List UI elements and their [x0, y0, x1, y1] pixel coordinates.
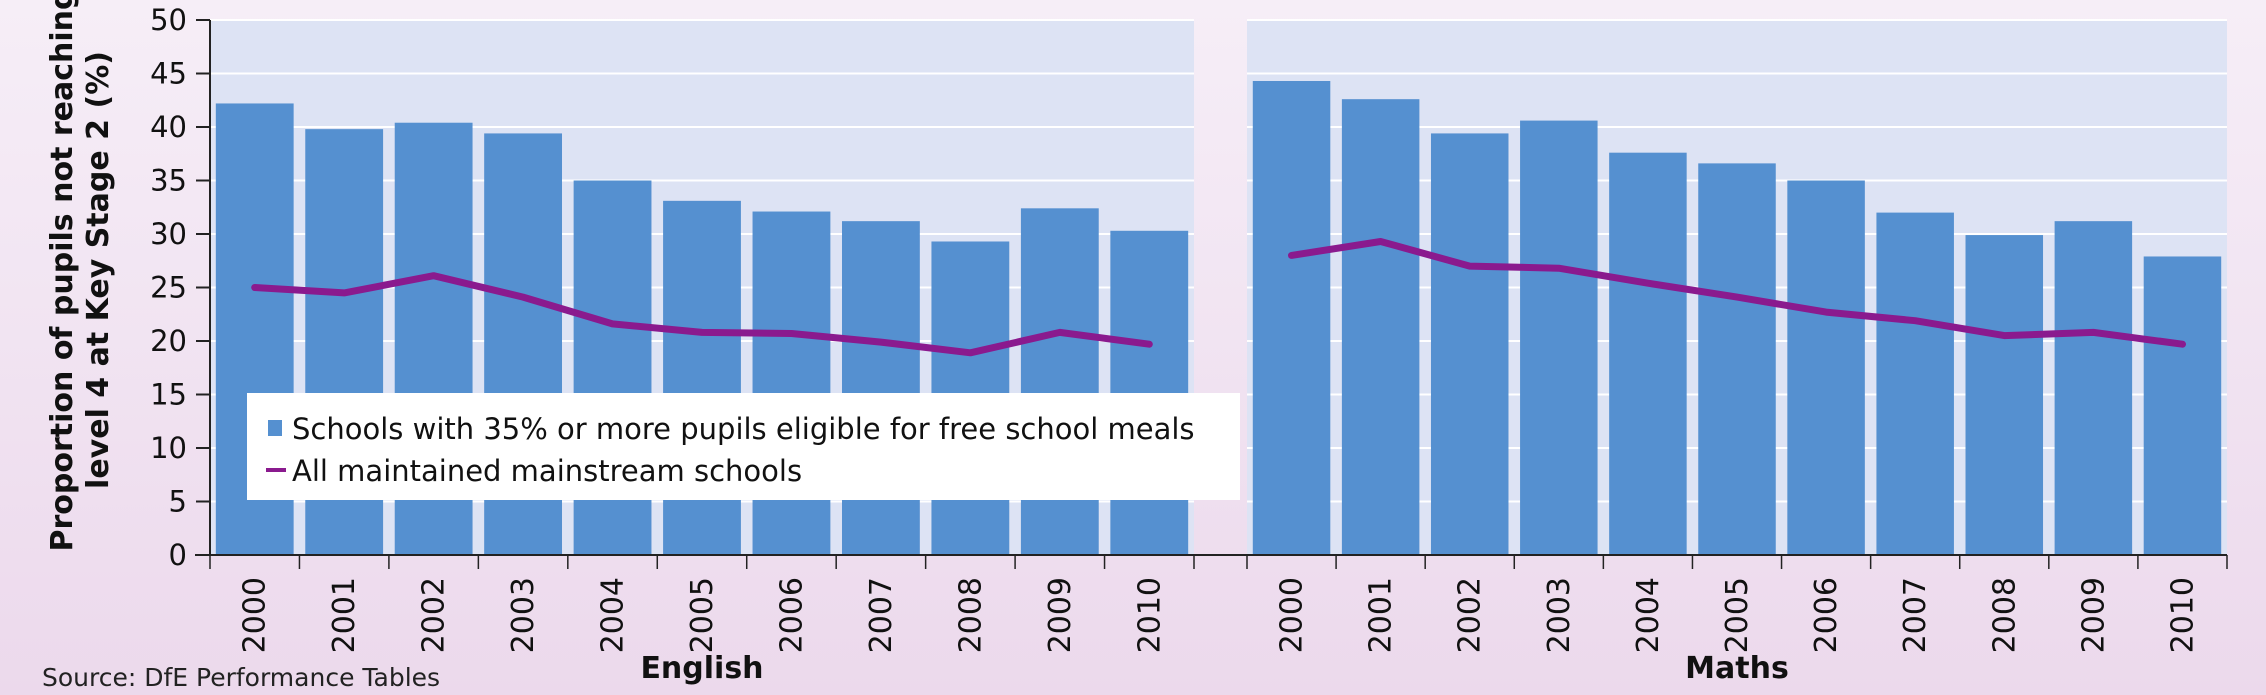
bar-english-2005	[663, 200, 741, 555]
x-tick-label: 2008	[953, 577, 988, 653]
legend-bar-swatch	[268, 420, 282, 436]
bar-maths-2008	[1965, 235, 2044, 555]
bar-english-2006	[752, 211, 831, 555]
x-tick-label: 2006	[1809, 577, 1844, 653]
x-tick-label: 2006	[775, 577, 810, 653]
x-tick-label: 2002	[1453, 577, 1488, 653]
x-tick-label: 2009	[2076, 577, 2111, 653]
x-axis-label: Maths	[1685, 651, 1789, 686]
x-axis-label: English	[640, 651, 763, 686]
bar-maths-2001	[1341, 99, 1420, 556]
bar-maths-2009	[2054, 221, 2133, 555]
legend-box	[247, 393, 1240, 500]
x-tick-label: 2002	[417, 577, 452, 653]
bar-english-2010	[1110, 230, 1189, 556]
x-tick-label: 2007	[864, 577, 899, 653]
y-tick-label: 0	[169, 538, 187, 572]
line-series-maths	[1288, 238, 2186, 348]
x-tick-label: 2003	[1542, 577, 1577, 653]
x-tick-label: 2000	[1275, 577, 1310, 653]
bar-maths-2003	[1520, 120, 1598, 555]
y-axis-label-line: Proportion of pupils not reaching	[45, 0, 80, 551]
y-tick-label: 10	[150, 431, 187, 465]
x-axis-maths: 2000 2001 2002 2003 2004 2005 2006 2007 2008 2009…	[1246, 555, 2228, 686]
bar-maths-2002	[1430, 133, 1509, 556]
legend-line-label: All maintained mainstream schools	[292, 454, 802, 488]
bar-maths-2007	[1876, 212, 1954, 555]
x-axis-english: 2000 2001 2002 2003 2004 2005 2006 2007 2008 2009…	[209, 555, 1195, 686]
y-tick-label: 20	[150, 324, 187, 358]
x-tick-label: 2007	[1898, 577, 1933, 653]
y-tick-label: 25	[150, 271, 187, 305]
bar-maths-2010	[2143, 256, 2222, 555]
y-tick-label: 35	[150, 164, 187, 198]
y-tick-label: 30	[150, 217, 187, 251]
source-note: Source: DfE Performance Tables	[42, 663, 440, 692]
legend: Schools with 35% or more pupils eligible…	[247, 393, 1240, 500]
panel-maths	[1247, 19, 2227, 556]
x-tick-label: 2004	[596, 577, 631, 653]
x-tick-label: 2004	[1631, 577, 1666, 653]
bar-maths-2005	[1698, 163, 1776, 555]
y-tick-label: 15	[150, 378, 187, 412]
y-axis: 0 5 10 15 20 25 30 35 40 45 50 Proportion of pupils…	[45, 0, 2227, 572]
bar-maths-2000	[1252, 80, 1331, 556]
x-tick-label: 2009	[1043, 577, 1078, 653]
y-tick-label: 45	[150, 57, 187, 91]
x-tick-label: 2001	[1364, 577, 1399, 653]
x-tick-label: 2010	[1132, 577, 1167, 653]
x-tick-label: 2000	[238, 577, 273, 653]
bar-english-2009	[1020, 208, 1099, 555]
x-tick-label: 2005	[1720, 577, 1755, 653]
bar-maths-2004	[1609, 152, 1687, 555]
x-axis: 2000 2001 2002 2003 2004 2005 2006 2007 2008 2009…	[209, 555, 2228, 686]
line-series-english	[251, 272, 1153, 357]
y-tick-label: 50	[150, 3, 187, 37]
bar-english-2007	[841, 221, 920, 555]
text-layer: Source: DfE Performance Tables	[42, 663, 440, 692]
y-axis-label: Proportion of pupils not reaching level 4…	[45, 0, 116, 551]
x-tick-label: 2005	[685, 577, 720, 653]
y-axis-label-line: level 4 at Key Stage 2 (%)	[81, 51, 116, 489]
legend-bar-label: Schools with 35% or more pupils eligible…	[292, 412, 1195, 446]
x-tick-label: 2003	[506, 577, 541, 653]
bar-maths-2006	[1787, 180, 1865, 555]
x-tick-label: 2001	[327, 577, 362, 653]
y-tick-label: 5	[169, 485, 187, 519]
y-tick-label: 40	[150, 110, 187, 144]
x-tick-label: 2010	[2166, 577, 2201, 653]
x-tick-label: 2008	[1987, 577, 2022, 653]
